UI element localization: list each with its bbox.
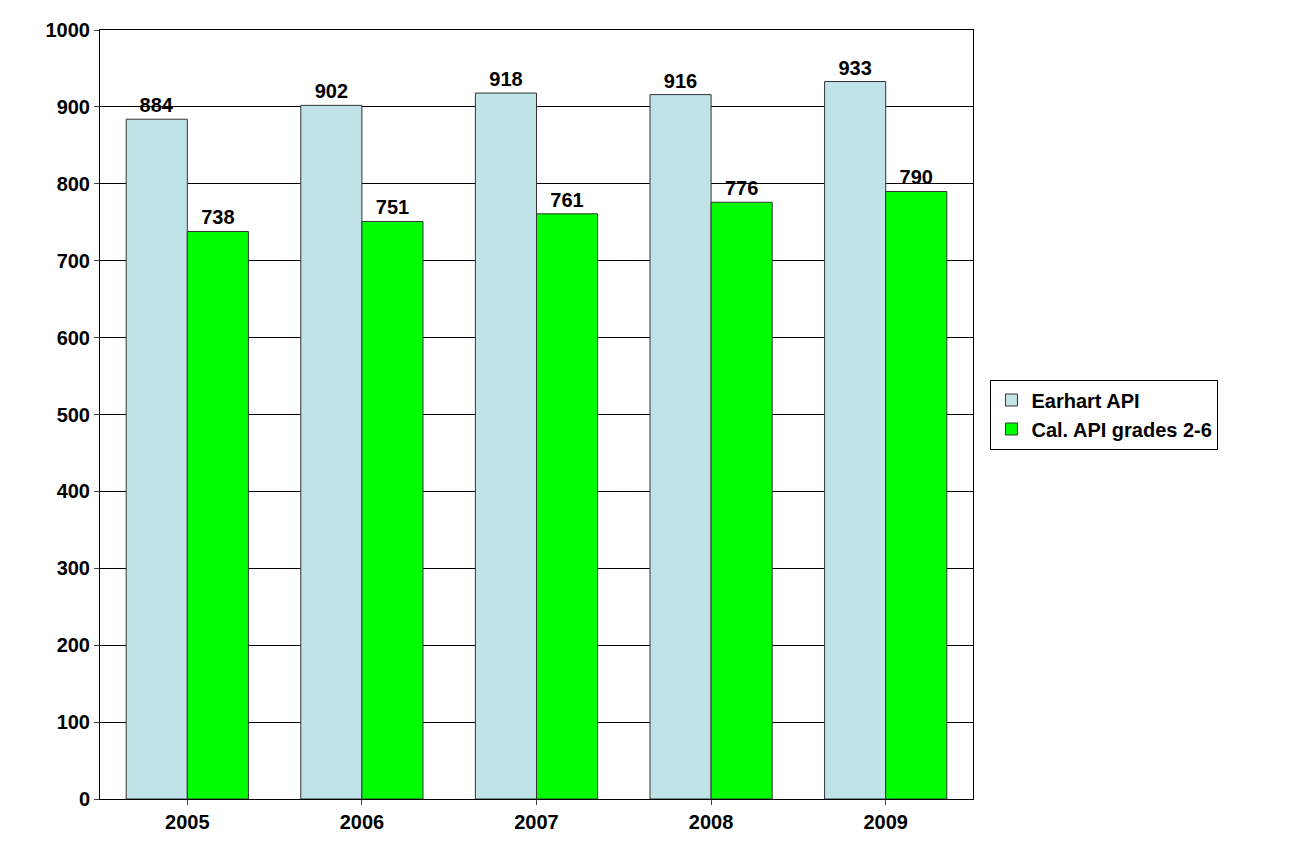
svg-text:918: 918 [489, 68, 522, 90]
svg-text:Cal. API grades 2-6: Cal. API grades 2-6 [1031, 419, 1211, 441]
svg-text:738: 738 [201, 206, 234, 228]
svg-text:900: 900 [57, 96, 90, 118]
svg-text:2009: 2009 [863, 811, 908, 833]
svg-text:761: 761 [550, 189, 583, 211]
svg-text:902: 902 [315, 80, 348, 102]
svg-text:800: 800 [57, 173, 90, 195]
svg-text:200: 200 [57, 634, 90, 656]
svg-text:2007: 2007 [514, 811, 559, 833]
svg-text:916: 916 [664, 70, 697, 92]
svg-text:Earhart API: Earhart API [1031, 390, 1139, 412]
svg-text:751: 751 [376, 196, 409, 218]
svg-text:1000: 1000 [46, 19, 91, 41]
svg-text:400: 400 [57, 480, 90, 502]
svg-text:933: 933 [838, 57, 871, 79]
svg-text:790: 790 [900, 166, 933, 188]
svg-text:300: 300 [57, 557, 90, 579]
svg-text:500: 500 [57, 404, 90, 426]
svg-text:700: 700 [57, 250, 90, 272]
svg-text:2006: 2006 [340, 811, 385, 833]
svg-text:884: 884 [140, 94, 174, 116]
svg-text:2005: 2005 [165, 811, 210, 833]
svg-text:0: 0 [79, 788, 90, 810]
svg-text:2008: 2008 [689, 811, 734, 833]
svg-text:100: 100 [57, 711, 90, 733]
svg-text:776: 776 [725, 177, 758, 199]
svg-text:600: 600 [57, 327, 90, 349]
